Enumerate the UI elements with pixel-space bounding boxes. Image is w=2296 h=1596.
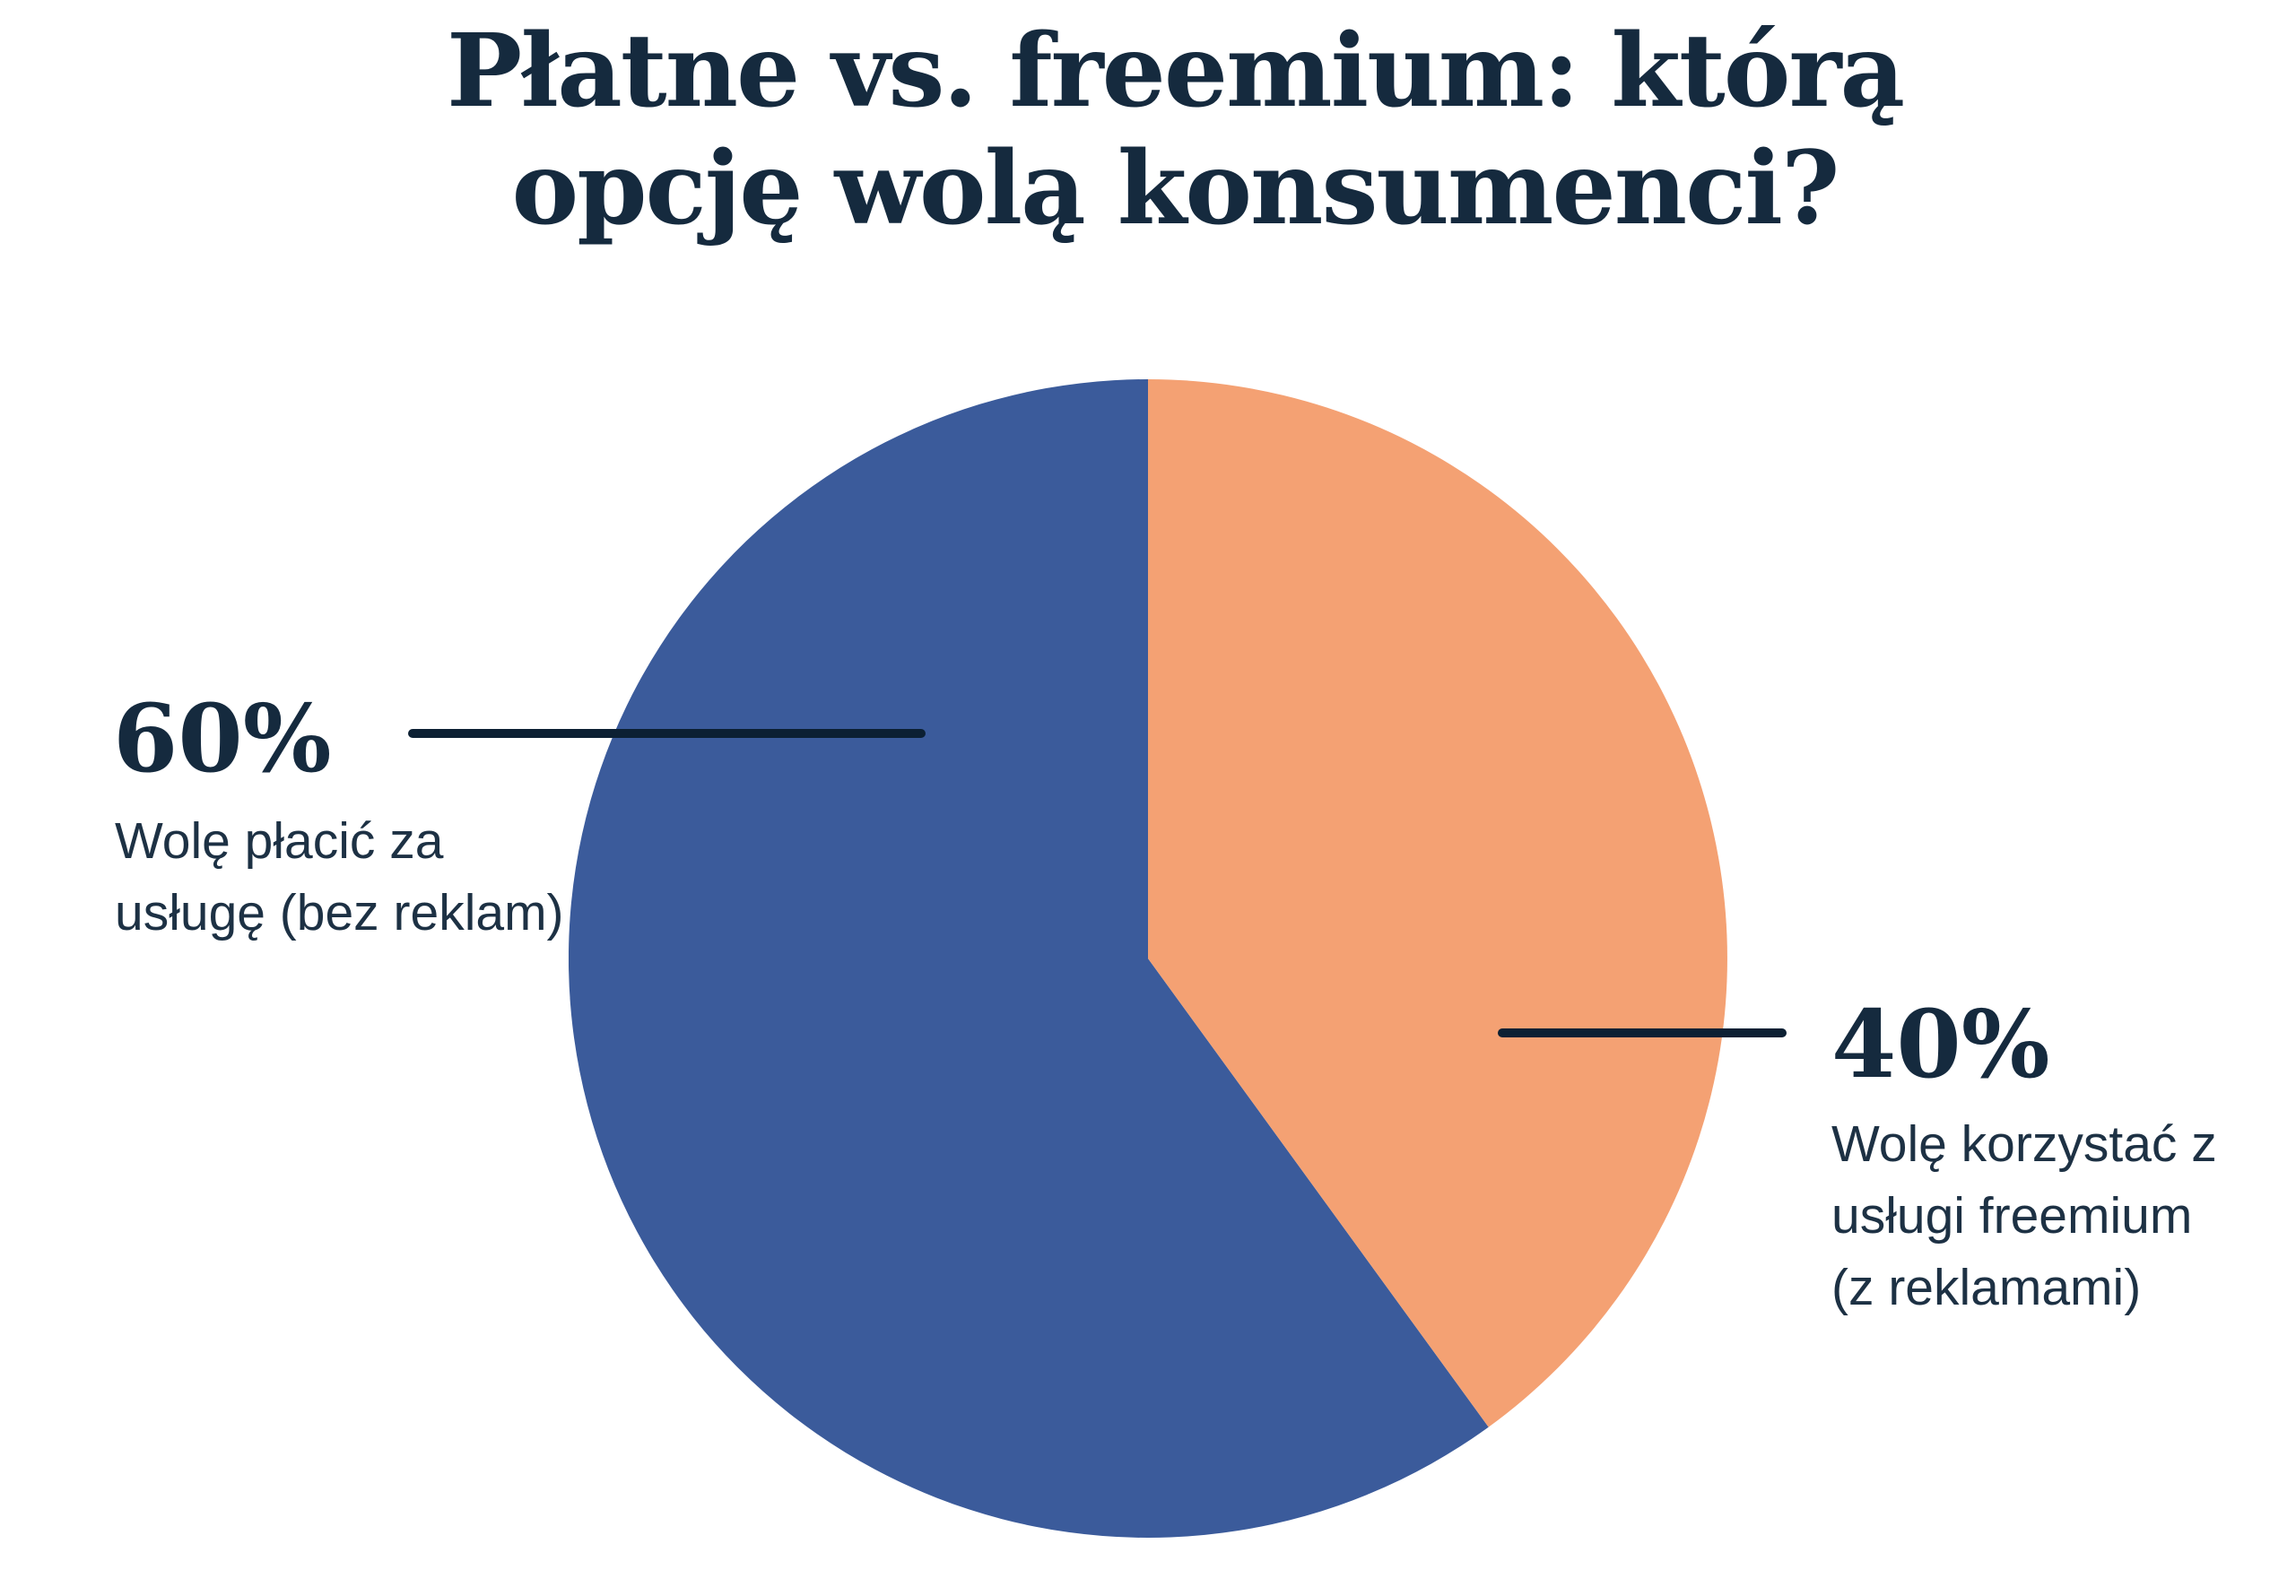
pie-slice-paid: [569, 379, 1489, 1538]
slice-description-freemium-line3: (z reklamami): [1831, 1258, 2142, 1316]
slice-description-freemium-line2: usługi freemium: [1831, 1186, 2193, 1245]
callout-line-freemium: [1498, 1028, 1787, 1037]
slice-description-paid: Wolę płacić za usługę (bez reklam): [115, 806, 564, 950]
percent-label-paid: 60%: [113, 683, 332, 794]
callout-line-paid: [408, 729, 926, 738]
slice-description-freemium: Wolę korzystać z usługi freemium (z rekl…: [1831, 1109, 2217, 1323]
chart-title: Płatne vs. freemium: którą opcję wolą ko…: [446, 13, 1905, 248]
pie-slice-freemium: [1148, 379, 1727, 1427]
pie-chart: [569, 379, 1727, 1538]
slice-description-paid-line1: Wolę płacić za: [115, 812, 444, 870]
slice-description-paid-line2: usługę (bez reklam): [115, 883, 564, 941]
slice-description-freemium-line1: Wolę korzystać z: [1831, 1115, 2217, 1173]
percent-label-freemium: 40%: [1831, 989, 2050, 1099]
